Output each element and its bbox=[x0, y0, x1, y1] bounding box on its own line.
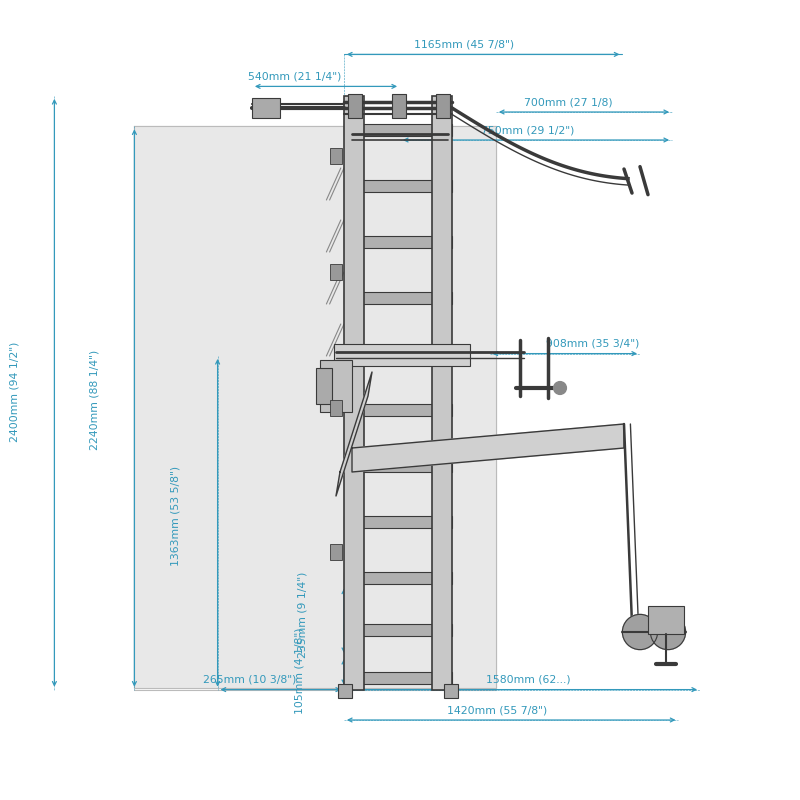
Bar bbox=[344, 624, 452, 636]
Bar bbox=[344, 292, 452, 304]
Bar bbox=[334, 344, 470, 366]
Bar bbox=[436, 94, 450, 118]
Bar bbox=[444, 684, 458, 698]
Bar bbox=[344, 96, 364, 690]
Circle shape bbox=[622, 614, 658, 650]
Text: 235mm (9 1/4"): 235mm (9 1/4") bbox=[298, 571, 307, 658]
Bar bbox=[392, 94, 406, 118]
Text: 908mm (35 3/4"): 908mm (35 3/4") bbox=[546, 339, 639, 349]
Bar bbox=[344, 572, 452, 584]
Bar bbox=[344, 236, 452, 248]
Text: 2240mm (88 1/4"): 2240mm (88 1/4") bbox=[90, 350, 99, 450]
Bar bbox=[344, 348, 452, 360]
Bar bbox=[344, 124, 452, 136]
Text: 2400mm (94 1/2"): 2400mm (94 1/2") bbox=[10, 342, 19, 442]
Bar bbox=[252, 98, 280, 118]
Bar bbox=[330, 544, 342, 560]
Text: 1420mm (55 7/8"): 1420mm (55 7/8") bbox=[447, 706, 548, 715]
Circle shape bbox=[554, 382, 566, 394]
Text: 540mm (21 1/4"): 540mm (21 1/4") bbox=[248, 72, 341, 82]
Text: 700mm (27 1/8): 700mm (27 1/8) bbox=[524, 98, 612, 107]
Bar bbox=[432, 96, 452, 690]
Text: 105mm (4 1/8"): 105mm (4 1/8") bbox=[294, 627, 304, 714]
Bar bbox=[330, 148, 342, 164]
Bar bbox=[648, 606, 684, 634]
Polygon shape bbox=[134, 126, 496, 688]
Bar bbox=[316, 368, 332, 404]
Bar bbox=[330, 264, 342, 280]
Bar bbox=[344, 460, 452, 472]
Text: 750mm (29 1/2"): 750mm (29 1/2") bbox=[482, 126, 574, 135]
Bar bbox=[320, 360, 352, 412]
Text: 1165mm (45 7/8"): 1165mm (45 7/8") bbox=[414, 40, 514, 50]
Text: 265mm (10 3/8"): 265mm (10 3/8") bbox=[203, 675, 296, 685]
Bar bbox=[344, 672, 452, 684]
Text: 1580mm (62...): 1580mm (62...) bbox=[486, 675, 570, 685]
Bar bbox=[338, 684, 352, 698]
Text: 1363mm (53 5/8"): 1363mm (53 5/8") bbox=[171, 466, 181, 566]
Circle shape bbox=[650, 614, 686, 650]
Bar bbox=[344, 404, 452, 416]
Polygon shape bbox=[352, 424, 624, 472]
Bar bbox=[348, 94, 362, 118]
Bar bbox=[344, 516, 452, 528]
Bar bbox=[344, 180, 452, 192]
Polygon shape bbox=[336, 372, 372, 496]
Bar bbox=[330, 400, 342, 416]
